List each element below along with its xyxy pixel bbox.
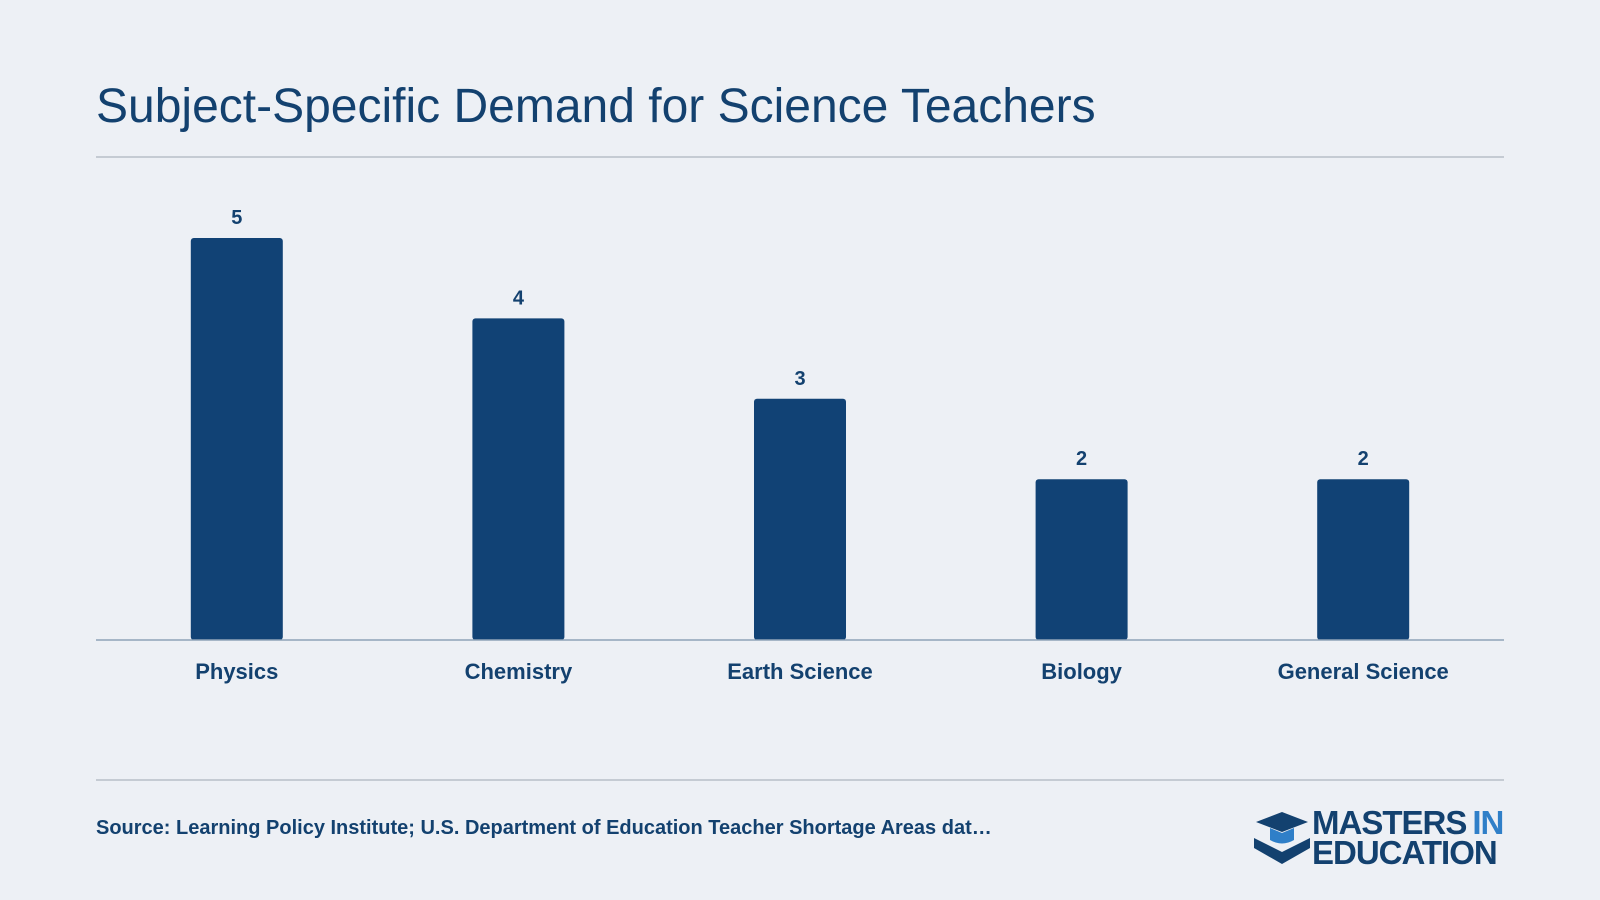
logo-book bbox=[1254, 838, 1310, 864]
bar bbox=[472, 318, 565, 640]
bar bbox=[1317, 479, 1410, 640]
logo-accent: IN bbox=[1472, 804, 1503, 841]
value-label: 5 bbox=[231, 207, 242, 229]
logo-line1: MASTERS IN bbox=[1312, 804, 1503, 841]
source-note: Source: Learning Policy Institute; U.S. … bbox=[96, 817, 992, 839]
value-label: 3 bbox=[794, 368, 805, 390]
x-tick-label: Chemistry bbox=[465, 659, 573, 684]
value-label: 2 bbox=[1358, 448, 1369, 470]
x-tick-label: Biology bbox=[1041, 659, 1122, 684]
logo-cap-base bbox=[1270, 828, 1294, 844]
value-label: 4 bbox=[513, 287, 525, 309]
logo-line2: EDUCATION bbox=[1312, 834, 1497, 871]
chart-title: Subject-Specific Demand for Science Teac… bbox=[96, 80, 1096, 133]
x-tick-label: General Science bbox=[1278, 659, 1449, 684]
bar bbox=[1035, 479, 1128, 640]
logo-cap bbox=[1256, 812, 1308, 832]
x-tick-label: Earth Science bbox=[727, 659, 873, 684]
bar bbox=[190, 238, 283, 640]
bar bbox=[754, 398, 846, 640]
x-tick-label: Physics bbox=[195, 659, 278, 684]
logo-word: MASTERS bbox=[1312, 804, 1466, 841]
value-label: 2 bbox=[1076, 448, 1087, 470]
logo: MASTERS IN EDUCATION bbox=[1254, 804, 1504, 871]
